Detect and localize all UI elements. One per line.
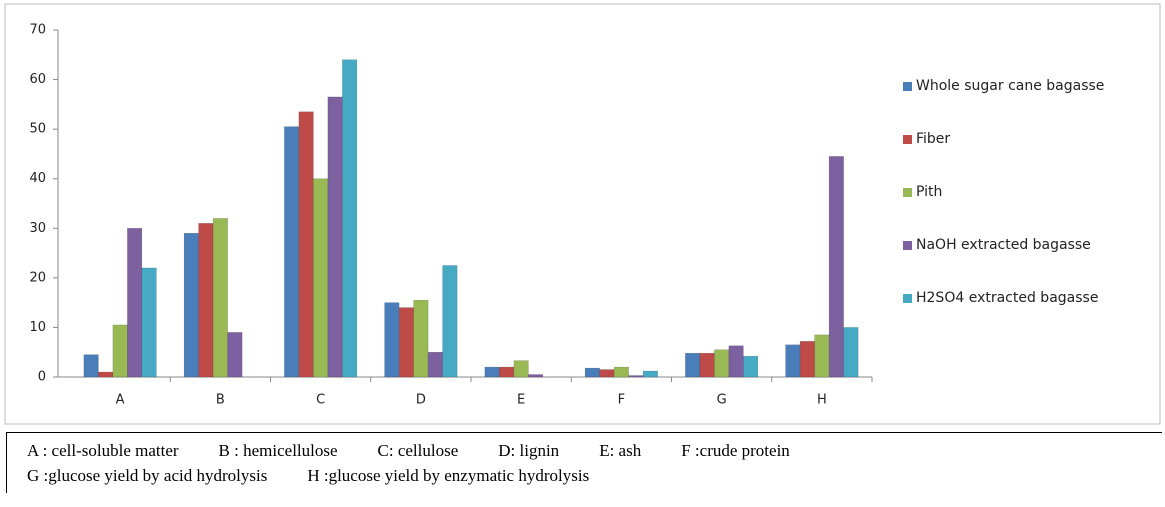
bar [284,126,300,378]
bar [642,370,658,378]
caption-text: F :crude protein [681,441,790,460]
bar [714,349,730,378]
caption: A : cell-soluble matter B : hemicellulose… [6,432,1162,493]
y-tick-label: 20 [29,270,46,285]
caption-text: A : cell-soluble matter [27,441,179,460]
legend-label: Fiber [916,131,951,147]
x-tick-label: A [116,393,125,408]
legend-item: Whole sugar cane bagasse [903,76,1153,96]
bar [227,332,243,378]
legend-swatch [903,188,912,197]
bar [599,369,615,378]
bar [298,111,314,378]
x-tick-label: B [216,393,225,408]
chart-border [4,3,1161,425]
y-tick-label: 0 [38,370,46,385]
x-tick-label: D [416,393,426,408]
legend-item: H2SO4 extracted bagasse [903,288,1153,308]
caption-text: C: cellulose [377,441,459,460]
bar [743,355,759,378]
bar [628,375,644,378]
x-tick-label: H [817,393,827,408]
chart: 0 10 20 30 40 50 60 70 A B C D E F G H [4,3,1161,425]
legend-item: NaOH extracted bagasse [903,235,1153,255]
bar [814,334,830,378]
x-tick-label: F [618,393,625,408]
legend-swatch [903,241,912,250]
legend-label: H2SO4 extracted bagasse [916,290,1099,306]
legend: Whole sugar cane bagasse Fiber Pith NaOH ex… [903,76,1153,341]
y-tick-label: 40 [29,171,46,186]
bar [843,327,859,378]
bar [83,354,99,378]
legend-item: Fiber [903,129,1153,149]
x-tick-label: E [517,393,525,408]
bar [613,366,629,378]
bar [785,344,801,378]
bar [342,59,358,378]
bar [799,341,815,378]
x-tick-label: C [316,393,325,408]
bar [699,352,715,378]
bar [442,265,458,378]
bar [327,96,343,378]
bar [112,324,128,378]
bar [413,299,429,378]
caption-text: D: lignin [498,441,560,460]
y-tick-label: 60 [29,72,46,87]
bar [384,302,400,378]
y-tick-label: 30 [29,221,46,236]
bar [499,366,515,378]
caption-text: B : hemicellulose [218,441,338,460]
bar [313,178,329,378]
caption-text: G :glucose yield by acid hydrolysis [27,466,268,485]
bar [427,351,443,378]
legend-item: Pith [903,182,1153,202]
y-tick-label: 50 [29,122,46,137]
legend-swatch [903,82,912,91]
bar [584,367,600,378]
legend-swatch [903,135,912,144]
bar [528,374,544,378]
legend-label: Pith [916,184,943,200]
y-tick-label: 10 [29,320,46,335]
legend-label: NaOH extracted bagasse [916,237,1091,253]
legend-swatch [903,294,912,303]
y-tick-label: 70 [29,23,46,38]
x-tick-label: G [717,393,727,408]
bar [484,366,500,378]
bar [685,352,701,378]
caption-line: A : cell-soluble matter B : hemicellulose… [27,441,830,461]
bar [728,345,744,378]
bar [398,307,414,378]
bar [183,232,199,378]
bar [513,360,529,378]
legend-label: Whole sugar cane bagasse [916,78,1105,94]
bar [141,267,157,378]
caption-text: E: ash [599,441,642,460]
bar [198,223,214,378]
caption-line: G :glucose yield by acid hydrolysis H :gl… [27,466,629,486]
caption-text: H :glucose yield by enzymatic hydrolysis [307,466,590,485]
bar [127,228,143,378]
bar [828,156,844,378]
bar [98,371,114,378]
bar [212,218,228,378]
